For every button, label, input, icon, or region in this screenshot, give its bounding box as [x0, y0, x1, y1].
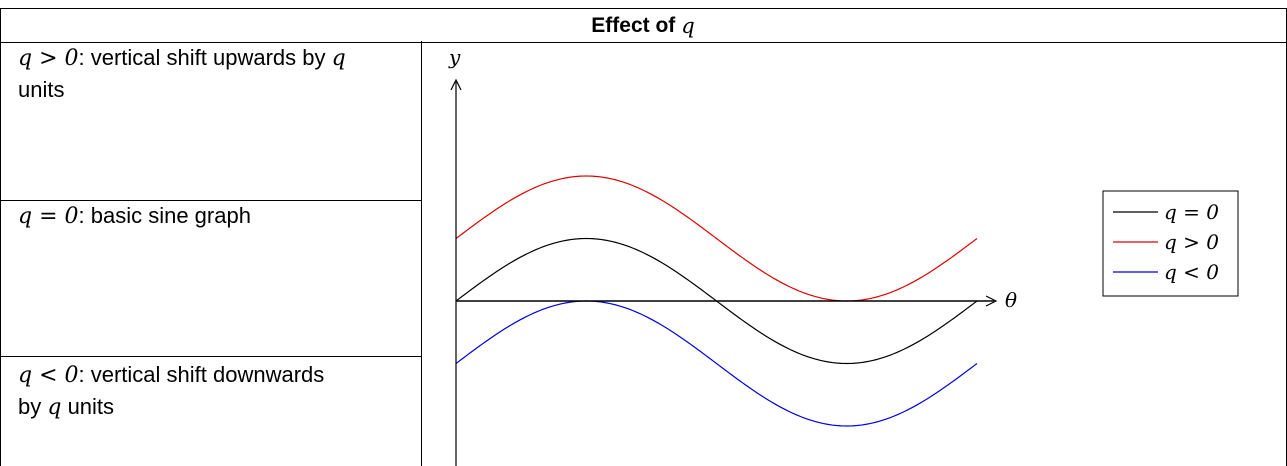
row-q-zero: q = 0: basic sine graph [18, 200, 408, 232]
legend: q = 0 q > 0 q < 0 [1113, 200, 1219, 284]
row-tail-line: by q units [18, 394, 115, 420]
row-tail-variable: q [331, 46, 346, 71]
table-left-border [0, 8, 1, 466]
row-variable: q [18, 46, 33, 71]
y-axis-arrow-icon [450, 78, 462, 91]
series-line-2 [455, 300, 978, 427]
row-operator: < 0 [32, 363, 79, 388]
header-text: Effect of [591, 13, 676, 37]
row-divider-2 [0, 356, 421, 357]
row-description-wrap: by [18, 394, 48, 419]
row-description: : vertical shift downwards [78, 362, 325, 387]
x-axis-label: θ [1005, 288, 1017, 312]
row-divider-1 [0, 200, 421, 201]
legend-label-0: q = 0 [1164, 200, 1219, 224]
header-variable: q [681, 13, 695, 38]
x-axis-arrow-icon [985, 295, 998, 307]
row-description: : basic sine graph [78, 203, 251, 228]
series-line-1 [455, 175, 978, 302]
column-divider [421, 41, 422, 466]
y-axis-label: y [448, 45, 461, 69]
row-tail-text: units [18, 77, 65, 102]
row-operator: = 0 [32, 204, 79, 229]
legend-box [1102, 190, 1239, 297]
row-description: : vertical shift upwards by [78, 45, 332, 70]
row-operator: > 0 [32, 46, 79, 71]
table-header: Effect of q [0, 8, 1286, 43]
row-variable: q [18, 363, 33, 388]
row-variable: q [18, 204, 33, 229]
row-tail-text-visible: units [61, 394, 115, 419]
row-q-positive: q > 0: vertical shift upwards by q units [18, 42, 408, 105]
legend-label-2: q < 0 [1164, 260, 1219, 284]
row-tail-variable-visible: q [47, 395, 62, 420]
row-q-negative: q < 0: vertical shift downwards q unitsby… [18, 359, 408, 423]
legend-label-1: q > 0 [1164, 230, 1219, 254]
